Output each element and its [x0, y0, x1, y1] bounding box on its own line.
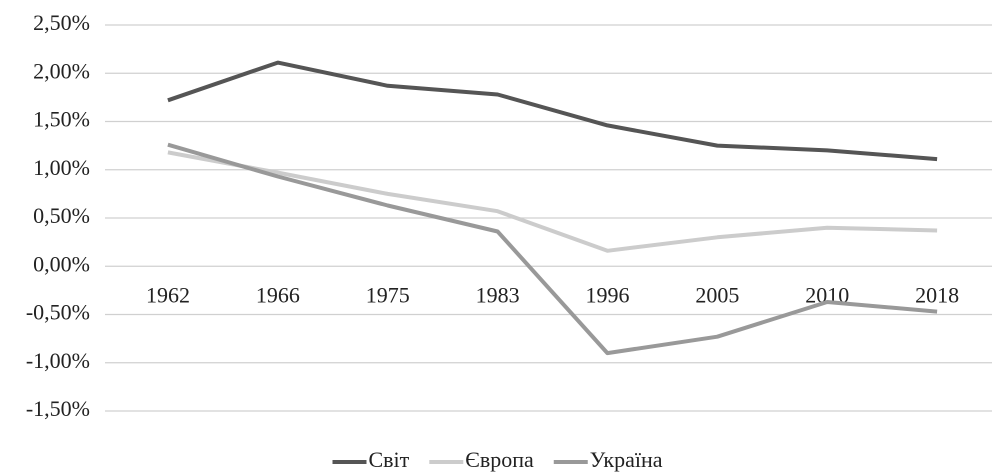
y-tick-label: -1,00% [26, 348, 90, 373]
y-tick-label: 1,00% [33, 155, 90, 180]
x-tick-label: 1975 [366, 282, 410, 307]
y-tick-label: 2,50% [33, 10, 90, 35]
y-tick-label: 0,50% [33, 203, 90, 228]
x-tick-label: 2005 [695, 282, 739, 307]
y-tick-label: 1,50% [33, 107, 90, 132]
legend-label: Європа [465, 447, 534, 472]
y-tick-label: 2,00% [33, 58, 90, 83]
x-tick-label: 1983 [476, 282, 520, 307]
series-line [167, 150, 938, 253]
y-tick-label: 0,00% [33, 251, 90, 276]
y-tick-label: -1,50% [26, 396, 90, 421]
x-tick-label: 1966 [256, 282, 300, 307]
x-tick-label: 1996 [585, 282, 629, 307]
x-tick-label: 2018 [915, 282, 959, 307]
x-tick-label: 1962 [146, 282, 190, 307]
series-line [167, 60, 938, 162]
y-tick-label: -0,50% [26, 300, 90, 325]
series-line [167, 142, 938, 356]
legend-label: Світ [369, 447, 410, 472]
legend-label: Україна [590, 447, 663, 472]
